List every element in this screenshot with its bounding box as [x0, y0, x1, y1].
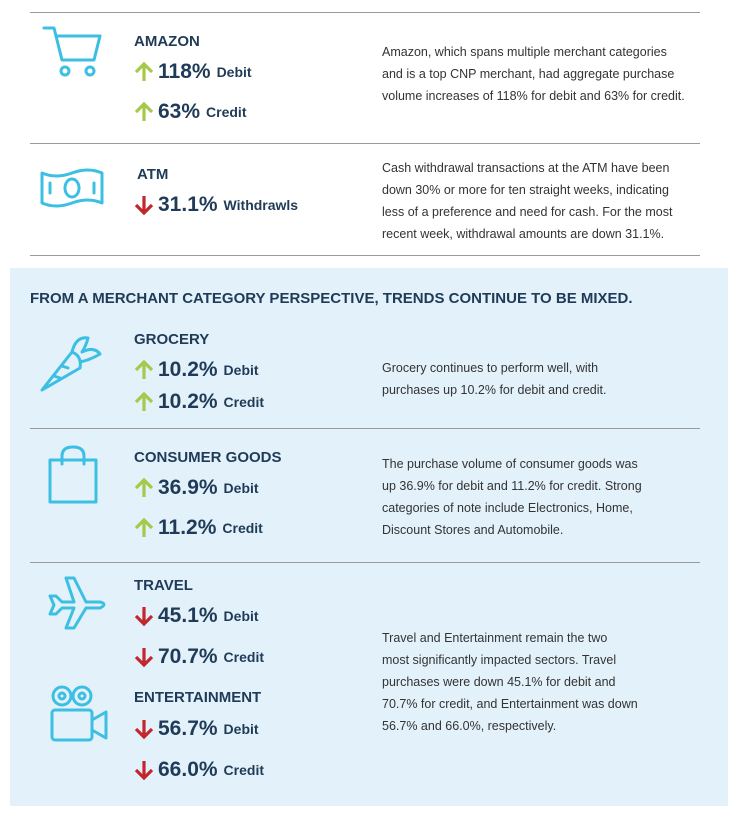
metric: 45.1% Debit [134, 603, 259, 629]
description-line: 56.7% and 66.0%, respectively. [382, 719, 557, 733]
description-line: 70.7% for credit, and Entertainment was … [382, 697, 638, 711]
up-arrow [134, 477, 154, 497]
metric-value: 70.7% [158, 645, 218, 668]
category-label: CONSUMER GOODS [134, 449, 282, 466]
divider [30, 428, 700, 429]
description-line: volume increases of 118% for debit and 6… [382, 89, 685, 103]
metric-value: 11.2% [158, 516, 217, 539]
metric-unit: Debit [223, 608, 259, 624]
down-arrow [134, 196, 154, 216]
up-arrow [134, 61, 154, 81]
divider [30, 12, 700, 13]
category-label: TRAVEL [134, 577, 193, 594]
camera-icon [50, 685, 108, 742]
up-arrow [134, 517, 154, 537]
category-label: ATM [137, 166, 169, 183]
metric-unit: Credit [206, 104, 247, 120]
description-line: purchases were down 45.1% for debit and [382, 675, 616, 689]
plane-icon [48, 576, 106, 630]
metric-value: 63% [158, 100, 201, 123]
metric-unit: Debit [216, 64, 252, 80]
carrot-icon [40, 336, 102, 392]
down-arrow [134, 761, 154, 781]
divider [30, 255, 700, 256]
description-line: Amazon, which spans multiple merchant ca… [382, 45, 667, 59]
cart-icon [42, 26, 102, 77]
description-line: recent week, withdrawal amounts are down… [382, 227, 665, 241]
category-label: AMAZON [134, 33, 200, 50]
description-line: Cash withdrawal transactions at the ATM … [382, 161, 670, 175]
description-line: down 30% or more for ten straight weeks,… [382, 183, 669, 197]
down-arrow [134, 648, 154, 668]
category-label: GROCERY [134, 331, 210, 348]
metric-value: 36.9% [158, 476, 218, 499]
description-line: and is a top CNP merchant, had aggregate… [382, 67, 675, 81]
metric-value: 118% [158, 60, 211, 83]
metric-value: 10.2% [158, 390, 218, 413]
metric: 36.9% Debit [134, 475, 259, 501]
metric: 66.0% Credit [134, 757, 264, 783]
metric: 31.1% Withdrawls [134, 192, 298, 218]
metric: 10.2% Credit [134, 389, 264, 415]
down-arrow [134, 607, 154, 627]
cash-icon [40, 168, 104, 208]
description-line: categories of note include Electronics, … [382, 501, 633, 515]
description-line: purchases up 10.2% for debit and credit. [382, 383, 607, 397]
category-label: ENTERTAINMENT [134, 689, 262, 706]
metric-value: 10.2% [158, 358, 218, 381]
up-arrow [134, 391, 154, 411]
description-line: Grocery continues to perform well, with [382, 361, 599, 375]
metric-value: 45.1% [158, 604, 218, 627]
metric: 118% Debit [134, 59, 252, 85]
description-line: up 36.9% for debit and 11.2% for credit.… [382, 479, 642, 493]
divider [30, 143, 700, 144]
section-title: FROM A MERCHANT CATEGORY PERSPECTIVE, TR… [30, 290, 633, 307]
metric-value: 66.0% [158, 758, 218, 781]
metric-unit: Credit [222, 520, 263, 536]
metric-unit: Debit [223, 721, 259, 737]
description-line: less of a preference and need for cash. … [382, 205, 673, 219]
section-panel [10, 268, 728, 806]
metric-unit: Debit [223, 362, 259, 378]
description-line: Discount Stores and Automobile. [382, 523, 564, 537]
metric-value: 56.7% [158, 717, 218, 740]
metric-unit: Debit [223, 480, 259, 496]
description-line: The purchase volume of consumer goods wa… [382, 457, 638, 471]
metric: 56.7% Debit [134, 716, 259, 742]
metric-unit: Credit [223, 649, 264, 665]
divider [30, 562, 700, 563]
metric-value: 31.1% [158, 193, 218, 216]
up-arrow [134, 101, 154, 121]
metric-unit: Credit [223, 394, 264, 410]
metric: 11.2% Credit [134, 515, 263, 541]
metric-unit: Credit [223, 762, 264, 778]
description-line: Travel and Entertainment remain the two [382, 631, 608, 645]
metric: 10.2% Debit [134, 357, 259, 383]
metric: 63% Credit [134, 99, 246, 125]
bag-icon [48, 445, 98, 504]
down-arrow [134, 720, 154, 740]
description-line: most significantly impacted sectors. Tra… [382, 653, 617, 667]
metric: 70.7% Credit [134, 644, 264, 670]
up-arrow [134, 359, 154, 379]
metric-unit: Withdrawls [223, 197, 299, 213]
